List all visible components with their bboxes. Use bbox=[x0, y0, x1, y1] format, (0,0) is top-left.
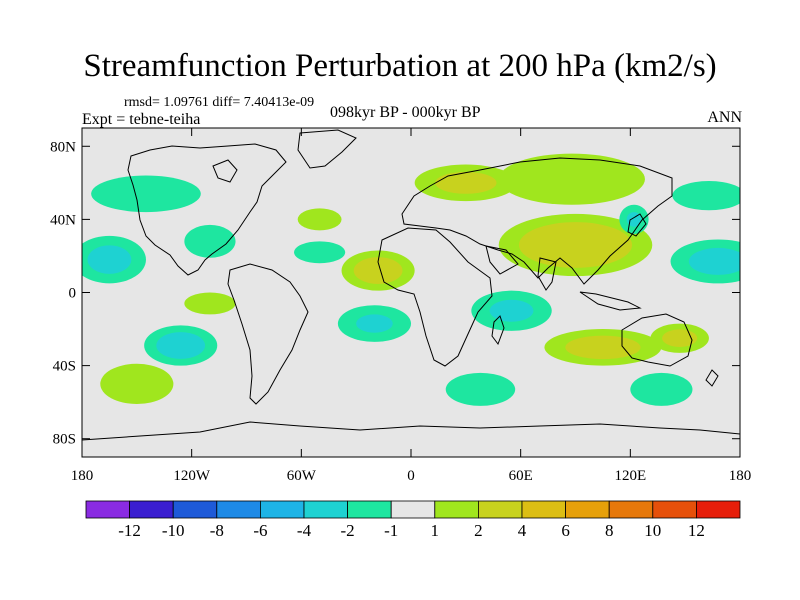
stats-text: rmsd= 1.09761 diff= 7.40413e-09 bbox=[124, 95, 315, 110]
lat-tick-label-1: 40N bbox=[50, 212, 76, 228]
anomaly-region-16-level-1 bbox=[445, 372, 516, 406]
coastline-north-america bbox=[127, 143, 287, 276]
anomaly-region-17-level-1 bbox=[630, 372, 693, 406]
anomaly-region-18-level-1 bbox=[672, 181, 740, 211]
map-axes: 80N 40N 0 40S 80S 180 120W 60W 0 60E 120E 180 bbox=[50, 128, 751, 484]
lon-tick-label-4: 60E bbox=[509, 468, 533, 484]
period-label: 098kyr BP - 000kyr BP bbox=[330, 104, 481, 121]
lat-tick-label-0: 80N bbox=[50, 139, 76, 155]
colorbar-swatch-10 bbox=[521, 500, 566, 519]
lon-tick-label-2: 60W bbox=[287, 468, 317, 484]
anomaly-region-9-level-2 bbox=[356, 314, 393, 333]
anomaly-region-0-level-1 bbox=[91, 175, 201, 213]
lat-tick-label-2: 0 bbox=[69, 286, 77, 302]
colorbar-label-13: 12 bbox=[688, 521, 705, 540]
anomaly-layer bbox=[82, 153, 740, 406]
colorbar-label-1: -10 bbox=[162, 521, 185, 540]
coastline-madagascar bbox=[491, 315, 505, 346]
anomaly-region-1-level-2 bbox=[87, 245, 132, 274]
chart-title: Streamfunction Perturbation at 200 hPa (… bbox=[83, 48, 717, 84]
colorbar-label-11: 8 bbox=[605, 521, 614, 540]
season-label: ANN bbox=[707, 109, 742, 126]
lon-tick-label-6: 180 bbox=[729, 468, 752, 484]
colorbar-swatch-0 bbox=[85, 500, 130, 519]
lon-tick-label-5: 120E bbox=[614, 468, 646, 484]
anomaly-region-4-level-1 bbox=[294, 241, 346, 264]
coastline-new-zealand bbox=[705, 369, 719, 387]
anomaly-region-14-level-2 bbox=[565, 335, 641, 360]
coastline-indonesia bbox=[579, 291, 642, 311]
lon-tick-label-1: 120W bbox=[173, 468, 211, 484]
anomaly-region-5-level-1 bbox=[184, 292, 236, 315]
anomaly-region-15-level-2 bbox=[662, 329, 698, 347]
colorbar-swatch-8 bbox=[434, 500, 479, 519]
anomaly-region-11-level-1 bbox=[498, 153, 645, 205]
experiment-label: Expt = tebne-teiha bbox=[82, 111, 201, 128]
coastline-africa bbox=[377, 227, 493, 367]
colorbar-label-9: 4 bbox=[518, 521, 527, 540]
colorbar-label-8: 2 bbox=[474, 521, 483, 540]
colorbar-label-3: -6 bbox=[253, 521, 267, 540]
coastline-arabia bbox=[485, 245, 519, 275]
colorbar-swatch-12 bbox=[608, 500, 654, 519]
colorbar-swatch-13 bbox=[652, 500, 697, 519]
colorbar-swatch-11 bbox=[565, 500, 610, 519]
anomaly-region-13-level-2 bbox=[489, 299, 534, 322]
colorbar-swatch-9 bbox=[477, 500, 523, 519]
colorbar-label-12: 10 bbox=[644, 521, 661, 540]
colorbar-swatch-2 bbox=[172, 500, 218, 519]
colorbar-swatch-14 bbox=[696, 500, 741, 519]
anomaly-region-3-level-1 bbox=[297, 208, 342, 231]
colorbar-label-10: 6 bbox=[561, 521, 570, 540]
lon-tick-label-3: 0 bbox=[407, 468, 415, 484]
colorbar-label-7: 1 bbox=[431, 521, 440, 540]
colorbar-label-0: -12 bbox=[118, 521, 141, 540]
colorbar-swatch-3 bbox=[216, 500, 261, 519]
colorbar-label-5: -2 bbox=[341, 521, 355, 540]
colorbar-label-6: -1 bbox=[384, 521, 398, 540]
anomaly-region-10-level-2 bbox=[435, 171, 497, 194]
coastline-south-america bbox=[227, 263, 309, 405]
colorbar-label-2: -8 bbox=[210, 521, 224, 540]
coastline-antarctica bbox=[82, 421, 740, 441]
colorbar-swatch-1 bbox=[129, 500, 174, 519]
anomaly-region-6-level-2 bbox=[156, 332, 206, 359]
anomaly-region-19-level-2 bbox=[688, 247, 740, 275]
coastline-india bbox=[537, 257, 557, 291]
lat-tick-label-3: 40S bbox=[53, 359, 76, 375]
coastline-hudson-bay bbox=[212, 159, 238, 183]
coastline-greenland bbox=[297, 129, 357, 169]
colorbar-swatch-6 bbox=[347, 500, 392, 519]
coastline-eurasia bbox=[401, 157, 673, 285]
lon-tick-label-0: 180 bbox=[71, 468, 94, 484]
anomaly-region-2-level-1 bbox=[184, 224, 236, 258]
colorbar: -12 -10 -8 -6 -4 -2 -1 1 2 4 6 8 10 12 bbox=[85, 500, 741, 540]
coastline-japan bbox=[627, 213, 647, 237]
coastlines bbox=[82, 129, 740, 441]
anomaly-region-12-level-2 bbox=[518, 222, 633, 268]
lat-tick-label-4: 80S bbox=[53, 432, 76, 448]
colorbar-swatch-5 bbox=[303, 500, 348, 519]
anomaly-region-7-level-1 bbox=[100, 363, 174, 404]
colorbar-label-4: -4 bbox=[297, 521, 312, 540]
anomaly-region-8-level-2 bbox=[353, 257, 403, 284]
colorbar-swatch-4 bbox=[259, 500, 305, 519]
coastline-australia bbox=[621, 313, 693, 367]
colorbar-swatch-7 bbox=[390, 500, 436, 519]
